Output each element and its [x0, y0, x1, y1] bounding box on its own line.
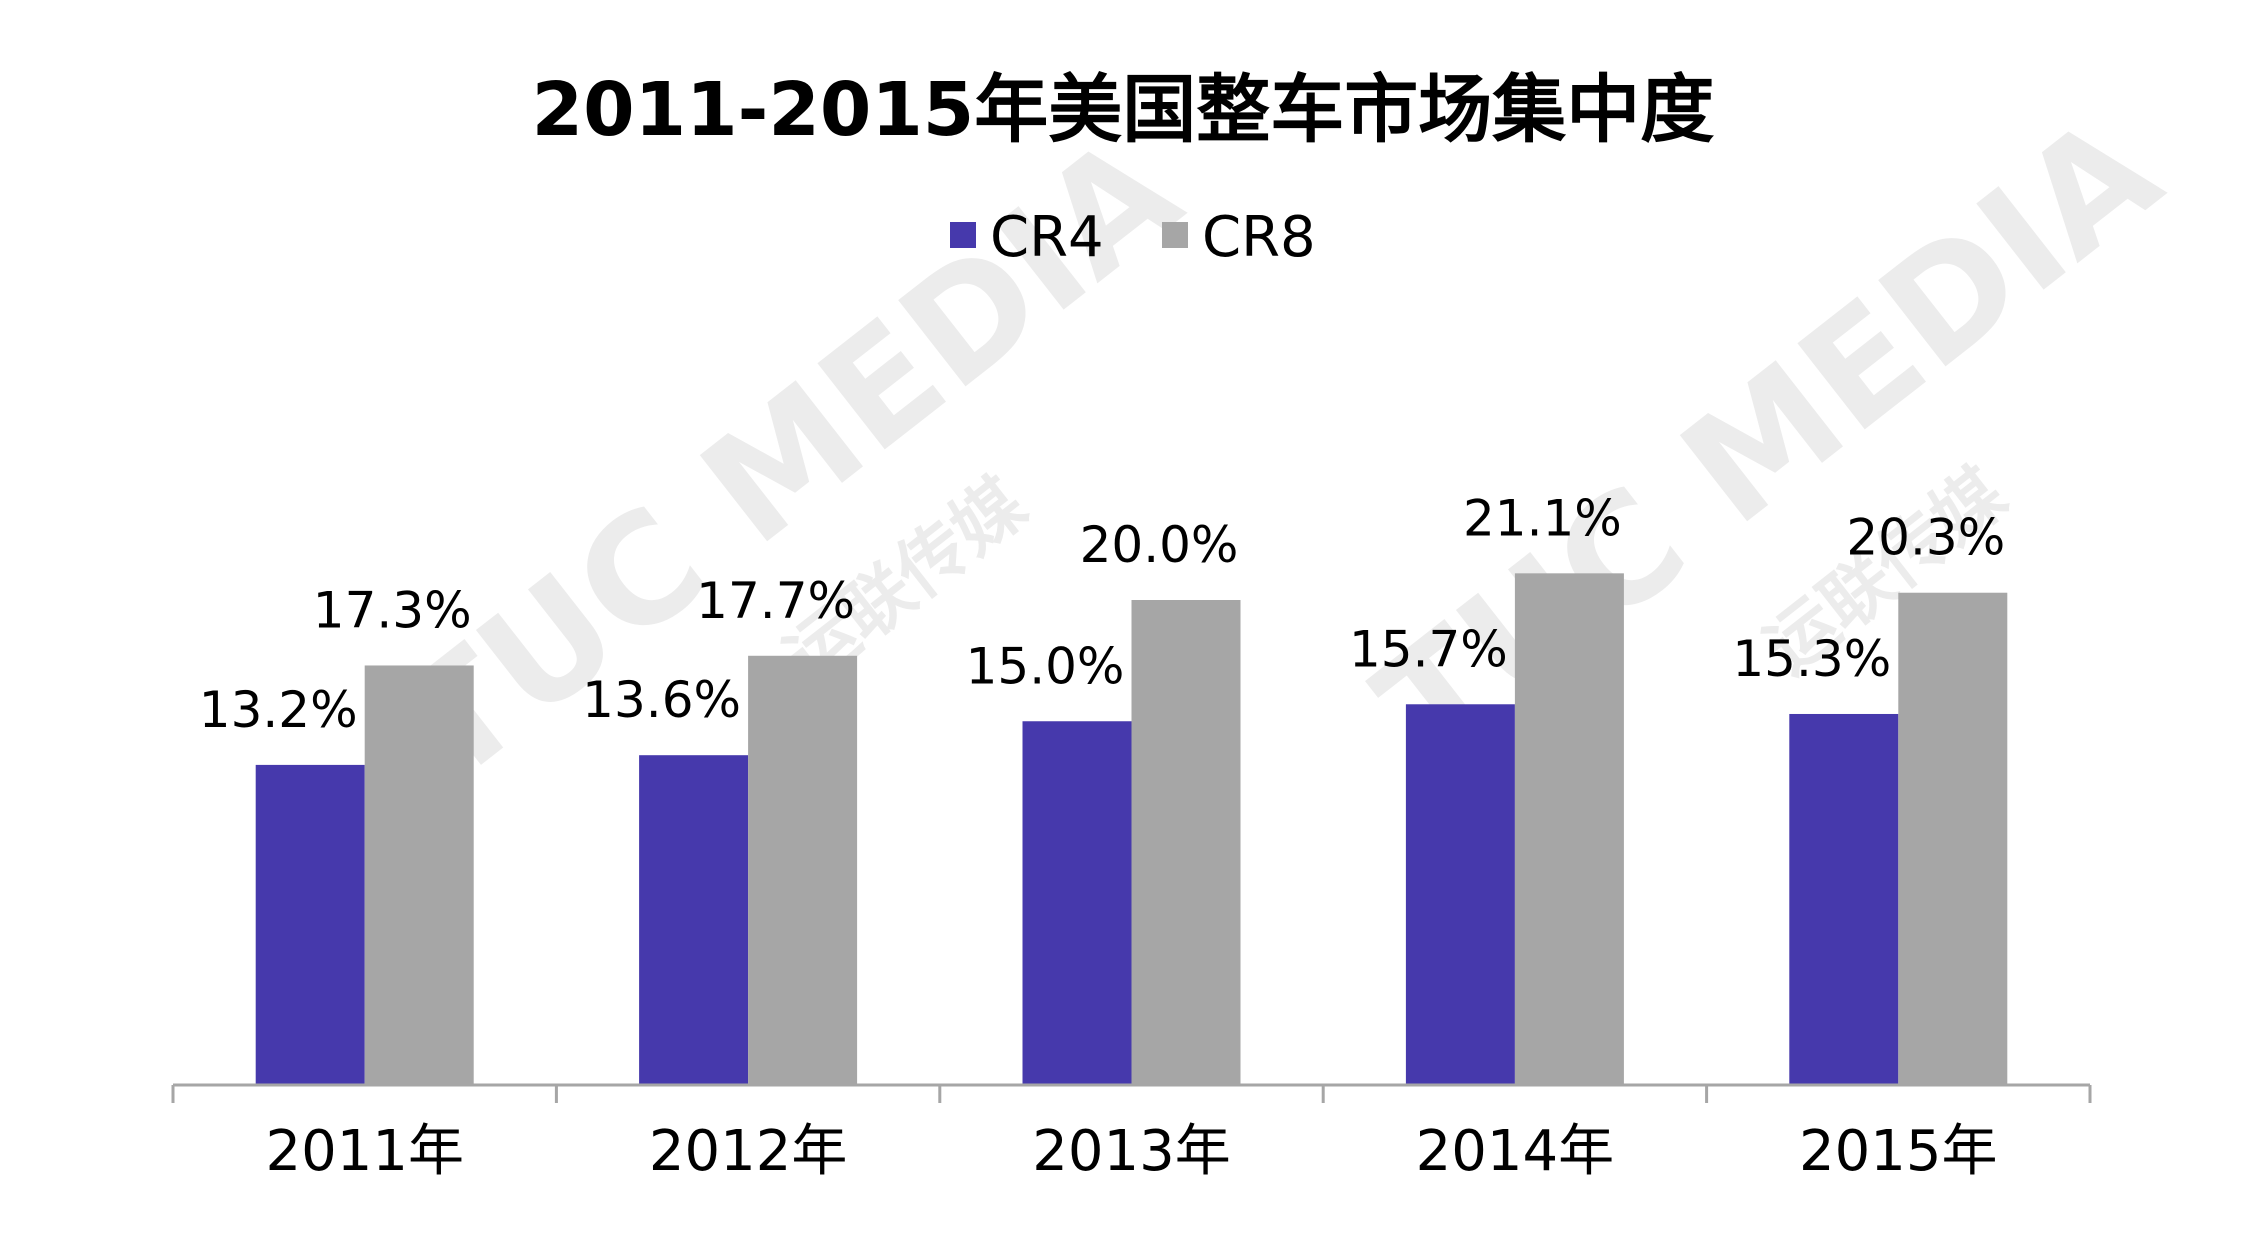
bar-cr4-5 — [1789, 713, 1899, 1085]
x-tick-label-2: 2012年 — [649, 1119, 848, 1184]
data-label-cr4-5: 15.3% — [1732, 630, 1891, 688]
bar-cr8-5 — [1898, 592, 2008, 1085]
x-tick-label-5: 2015年 — [1799, 1119, 1998, 1184]
x-tick-label-3: 2013年 — [1032, 1119, 1231, 1184]
x-tick-label-1: 2011年 — [265, 1119, 464, 1184]
data-label-cr8-2: 17.7% — [696, 572, 855, 630]
x-axis — [171, 1083, 2092, 1103]
data-label-cr8-3: 20.0% — [1080, 516, 1239, 574]
data-label-cr8-4: 21.1% — [1463, 489, 1622, 547]
x-tick-labels: 2011年 2012年 2013年 2014年 2015年 — [265, 1119, 1997, 1184]
data-label-cr4-1: 13.2% — [199, 681, 358, 739]
data-label-cr4-3: 15.0% — [966, 637, 1125, 695]
chart-title: 2011-2015年美国整车市场集中度 — [532, 67, 1715, 153]
data-label-cr4-4: 15.7% — [1349, 620, 1508, 678]
bar-cr8-2 — [748, 655, 858, 1085]
legend-label-cr4: CR4 — [990, 205, 1104, 270]
data-label-cr4-2: 13.6% — [582, 671, 741, 729]
bar-cr4-1 — [255, 764, 365, 1085]
value-labels-group: 13.2% 17.3% 13.6% 17.7% 15.0% 20.0% 15.7% 21.1%… — [199, 489, 2005, 739]
bar-cr8-3 — [1131, 600, 1241, 1085]
x-tick-label-4: 2014年 — [1416, 1119, 1615, 1184]
bar-cr8-1 — [364, 665, 474, 1085]
bars-group — [255, 573, 2008, 1085]
bar-cr4-2 — [639, 755, 749, 1085]
bar-cr8-4 — [1514, 573, 1624, 1085]
legend-swatch-cr4 — [950, 222, 976, 248]
legend: CR4 CR8 — [950, 205, 1316, 270]
bar-cr4-3 — [1022, 721, 1132, 1085]
bar-cr4-4 — [1405, 704, 1515, 1085]
legend-label-cr8: CR8 — [1202, 205, 1316, 270]
watermark-text-right: TUC MEDIA — [1347, 84, 2191, 796]
data-label-cr8-1: 17.3% — [313, 581, 472, 639]
data-label-cr8-5: 20.3% — [1846, 509, 2005, 567]
legend-swatch-cr8 — [1162, 222, 1188, 248]
